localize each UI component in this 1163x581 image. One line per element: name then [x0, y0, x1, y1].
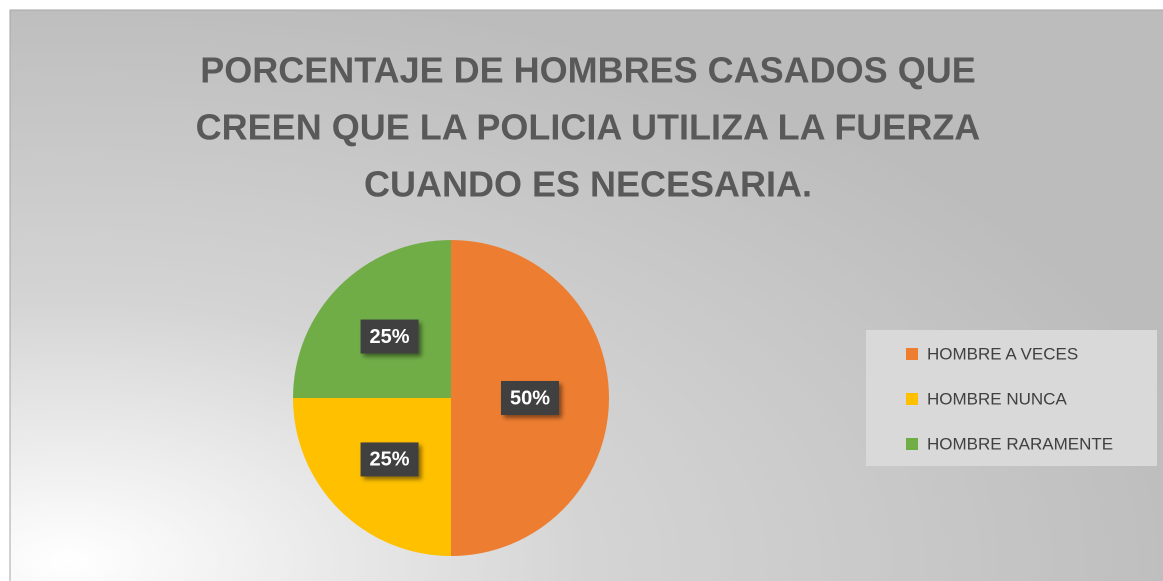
data-label: 50%: [510, 387, 550, 409]
chart-area: [9, 9, 1163, 581]
data-label-box: [360, 319, 419, 354]
legend-swatch: [906, 393, 918, 405]
data-label: 25%: [370, 449, 410, 471]
data-label: 25%: [370, 326, 410, 348]
pie-slice: [293, 240, 451, 398]
data-label-box: [501, 381, 559, 415]
chart-title: PORCENTAJE DE HOMBRES CASADOS QUE: [200, 50, 975, 91]
data-label-box: [360, 442, 419, 477]
legend-label: HOMBRE A VECES: [927, 344, 1078, 363]
chart-title: CREEN QUE LA POLICIA UTILIZA LA FUERZA: [196, 107, 981, 148]
chart-title: CUANDO ES NECESARIA.: [364, 164, 812, 205]
pie-slice: [293, 398, 451, 556]
legend-swatch: [906, 348, 918, 360]
legend-label: HOMBRE NUNCA: [927, 389, 1067, 408]
legend-swatch: [906, 438, 918, 450]
legend-label: HOMBRE RARAMENTE: [927, 434, 1113, 453]
